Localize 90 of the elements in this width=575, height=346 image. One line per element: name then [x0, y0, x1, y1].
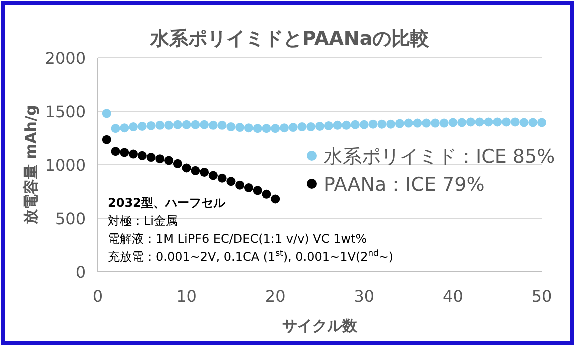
point	[430, 118, 440, 128]
point	[253, 186, 262, 196]
point	[466, 118, 476, 127]
point	[200, 168, 210, 177]
y-tick-label: 2000	[45, 49, 86, 68]
point	[129, 122, 138, 132]
point	[280, 124, 289, 133]
point	[262, 190, 272, 199]
point	[378, 120, 387, 129]
y-tick-label: 1500	[45, 102, 86, 122]
point	[102, 109, 112, 118]
point	[120, 124, 130, 133]
point	[538, 118, 546, 128]
point	[440, 118, 449, 128]
point	[368, 120, 378, 129]
point	[236, 123, 245, 132]
y-tick-label: 500	[55, 210, 86, 228]
point	[306, 122, 316, 132]
x-tick-label: 30	[354, 287, 375, 306]
point	[182, 120, 192, 130]
x-tick-label: 50	[532, 287, 552, 306]
legend-label: PAANa：ICE 79%	[324, 174, 485, 196]
point	[120, 148, 130, 158]
point	[236, 180, 245, 190]
point	[484, 118, 494, 127]
point	[493, 118, 502, 127]
point	[386, 120, 396, 129]
point	[208, 120, 218, 130]
point	[146, 121, 156, 130]
point	[520, 118, 529, 128]
point	[288, 123, 298, 132]
x-axis-title: サイクル数	[282, 317, 358, 335]
y-axis-title: 放電容量 mAh/g	[22, 105, 40, 226]
point	[262, 124, 272, 134]
point	[413, 118, 422, 128]
point	[191, 166, 200, 176]
point	[138, 151, 147, 160]
x-tick-label: 20	[265, 287, 286, 306]
point	[395, 119, 404, 128]
point	[253, 124, 262, 134]
point	[324, 121, 334, 130]
point	[129, 150, 138, 159]
point	[156, 154, 165, 164]
point	[208, 171, 218, 180]
point	[226, 177, 236, 186]
x-tick-label: 40	[443, 287, 464, 306]
annotation: 電解液：1M LiPF6 EC/DEC(1:1 v/v) VC 1wt%	[108, 232, 368, 246]
chart-title: 水系ポリイミドとPAANaの比較	[149, 28, 431, 50]
x-tick-label: 0	[92, 287, 104, 306]
point	[138, 122, 147, 131]
point	[111, 124, 120, 134]
point	[351, 120, 360, 130]
point	[164, 120, 174, 130]
point	[502, 118, 511, 127]
point	[173, 120, 182, 130]
point	[146, 153, 156, 162]
point	[475, 118, 484, 127]
point	[173, 159, 182, 168]
point	[244, 184, 254, 193]
point	[226, 122, 236, 132]
point	[218, 120, 227, 130]
point	[182, 164, 192, 173]
point	[298, 122, 307, 132]
point	[333, 120, 342, 130]
point	[164, 156, 174, 166]
point	[218, 174, 227, 183]
point	[404, 118, 414, 128]
y-tick-label: 0	[76, 263, 86, 282]
annotation: 対極：Li金属	[108, 214, 178, 228]
point	[510, 118, 520, 127]
point	[156, 120, 165, 130]
point	[244, 124, 254, 133]
annotation: 2032型、ハーフセル	[108, 196, 226, 210]
point	[448, 118, 458, 128]
point	[528, 118, 538, 128]
point	[102, 135, 112, 144]
legend-label: 水系ポリイミド：ICE 85%	[324, 146, 556, 168]
y-tick-label: 1000	[45, 156, 86, 175]
point	[271, 124, 280, 134]
point	[458, 118, 467, 128]
point	[316, 122, 324, 131]
point	[422, 118, 432, 128]
point	[200, 120, 210, 130]
point	[360, 120, 369, 130]
point	[271, 194, 280, 204]
point	[111, 147, 120, 156]
x-tick-label: 10	[176, 287, 197, 306]
annotation: 充放電：0.001~2V, 0.1CA (1$^{st}$), 0.001~1V(2$^{nd}$~)	[108, 248, 394, 264]
point	[342, 120, 352, 130]
point	[191, 120, 200, 130]
